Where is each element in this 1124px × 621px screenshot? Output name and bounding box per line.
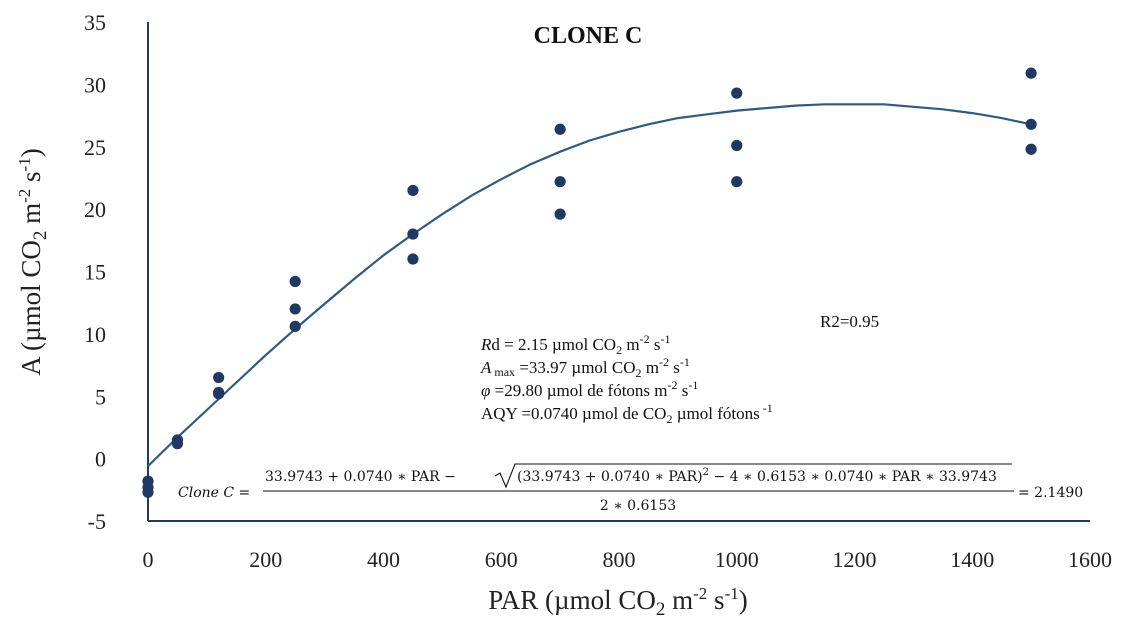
rd-label: Rd = 2.15 µmol CO2 m-2 s-1 — [480, 332, 670, 357]
data-point — [213, 388, 225, 400]
data-point — [731, 176, 743, 188]
x-tick-label: 400 — [367, 547, 400, 572]
y-tick-label: 0 — [95, 447, 106, 472]
amax-label: A max =33.97 µmol CO2 m-2 s-1 — [480, 355, 690, 380]
data-point — [407, 184, 419, 197]
data-point — [554, 176, 566, 188]
y-tick-label: 20 — [84, 197, 106, 222]
y-tick-label: 5 — [95, 384, 106, 409]
data-point — [289, 320, 301, 332]
chart-title: CLONE C — [534, 23, 643, 49]
x-tick-label: 1600 — [1068, 547, 1112, 572]
data-point — [554, 208, 566, 220]
y-tick-label: 30 — [84, 72, 106, 97]
data-point — [554, 123, 566, 135]
equation-denominator: 2 ∗ 0.6153 — [600, 498, 676, 514]
x-tick-label: 1000 — [715, 547, 759, 572]
data-point — [1025, 143, 1037, 155]
y-tick-label: -5 — [88, 509, 106, 534]
data-point — [1025, 67, 1037, 79]
fit-equation: Clone C = 33.9743 + 0.0740 ∗ PAR − (33.9… — [178, 463, 1083, 514]
equation-radicand: (33.9743 + 0.0740 ∗ PAR)2 − 4 ∗ 0.6153 ∗… — [517, 467, 997, 485]
data-point — [731, 139, 743, 152]
data-point — [407, 253, 419, 265]
x-tick-label: 200 — [249, 547, 282, 572]
x-tick-label: 1200 — [833, 547, 877, 572]
data-points — [142, 67, 1037, 498]
x-tick-label: 800 — [603, 547, 636, 572]
equation-rhs: = 2.1490 — [1018, 485, 1083, 501]
y-tick-label: 25 — [84, 135, 106, 160]
x-tick-labels: 0 200 400 600 800 1000 1200 1400 1600 — [143, 547, 1113, 572]
y-tick-labels: -5 0 5 10 15 20 25 30 35 — [84, 10, 106, 534]
x-tick-label: 1400 — [950, 547, 994, 572]
r2-label: R2=0.95 — [820, 312, 879, 331]
equation-lhs: Clone C = — [178, 485, 250, 501]
x-tick-label: 0 — [143, 547, 154, 572]
data-point — [289, 303, 301, 315]
y-tick-label: 10 — [84, 322, 106, 347]
y-axis-label: A (µmol CO2 m-2 s-1) — [15, 148, 51, 375]
equation-numerator: 33.9743 + 0.0740 ∗ PAR − — [265, 469, 456, 485]
data-point — [731, 87, 743, 99]
data-point — [1025, 118, 1037, 130]
data-point — [407, 228, 419, 240]
data-point — [289, 275, 301, 288]
y-tick-label: 15 — [84, 260, 106, 285]
x-tick-label: 600 — [485, 547, 518, 572]
y-tick-label: 35 — [84, 10, 106, 35]
x-axis-label: PAR (µmol CO2 m-2 s-1) — [488, 584, 747, 620]
aqy-label: AQY =0.0740 µmol de CO2 µmol fótons -1 — [481, 401, 773, 426]
data-point — [213, 371, 225, 384]
data-point — [142, 486, 154, 498]
equation-sqrt-sign — [494, 463, 1012, 489]
phi-label: φ =29.80 µmol de fótons m-2 s-1 — [481, 378, 698, 400]
data-point — [171, 438, 184, 450]
